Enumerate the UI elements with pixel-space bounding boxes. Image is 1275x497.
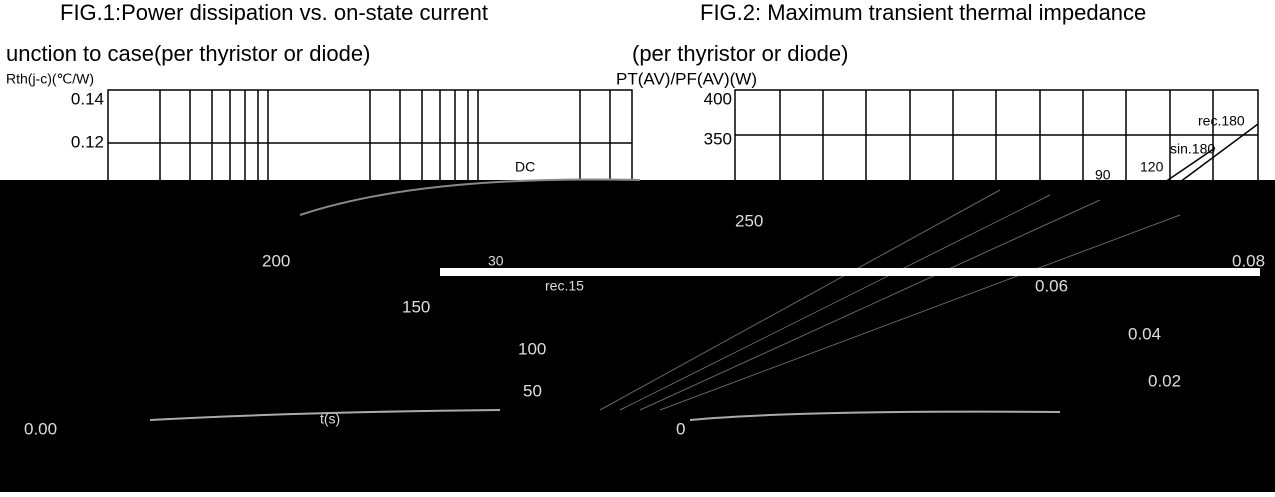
fig2-subtitle: (per thyristor or diode) bbox=[632, 41, 848, 66]
fig1-grid bbox=[107, 89, 633, 183]
overlay-label: 0.08 bbox=[1232, 251, 1265, 270]
curve-label: 120 bbox=[1140, 159, 1164, 175]
tick-label: 0.14 bbox=[71, 89, 104, 108]
overlay-label: rec.15 bbox=[545, 278, 584, 294]
overlay-label: 0.04 bbox=[1128, 324, 1161, 343]
overlay-label: 0.02 bbox=[1148, 371, 1181, 390]
curve-label: rec.180 bbox=[1198, 113, 1245, 129]
curves bbox=[599, 189, 1181, 411]
artifact bbox=[440, 268, 1260, 276]
overlay-label: t(s) bbox=[320, 411, 340, 427]
fig1-subtitle: unction to case(per thyristor or diode) bbox=[6, 41, 370, 66]
curve bbox=[299, 178, 641, 216]
fig1-axis-label: Rth(j-c)(℃/W) bbox=[6, 71, 94, 87]
tick-label: 350 bbox=[704, 129, 732, 148]
curve bbox=[149, 409, 1061, 421]
curve-label: sin.180 bbox=[1170, 141, 1215, 157]
fig2-axis-label: PT(AV)/PF(AV)(W) bbox=[616, 69, 757, 88]
fig1-title: FIG.1:Power dissipation vs. on-state cur… bbox=[60, 0, 488, 25]
fig2-grid bbox=[734, 89, 1259, 183]
overlay-label: 30 bbox=[488, 253, 504, 269]
fig2-title: FIG.2: Maximum transient thermal impedan… bbox=[700, 0, 1146, 25]
curve-label: DC bbox=[515, 159, 535, 175]
tick-label: 400 bbox=[704, 89, 732, 108]
overlay-label: 100 bbox=[518, 339, 546, 358]
overlay-label: 150 bbox=[402, 297, 430, 316]
curve-label: 90 bbox=[1095, 167, 1111, 183]
overlay-label: 0 bbox=[676, 419, 685, 438]
overlay-label: 250 bbox=[735, 211, 763, 230]
corrupt-region bbox=[0, 180, 1275, 492]
overlay-label: 0.00 bbox=[24, 419, 57, 438]
overlay-label: 200 bbox=[262, 251, 290, 270]
overlay-label: 50 bbox=[523, 381, 542, 400]
tick-label: 0.12 bbox=[71, 132, 104, 151]
overlay-label: 0.06 bbox=[1035, 276, 1068, 295]
